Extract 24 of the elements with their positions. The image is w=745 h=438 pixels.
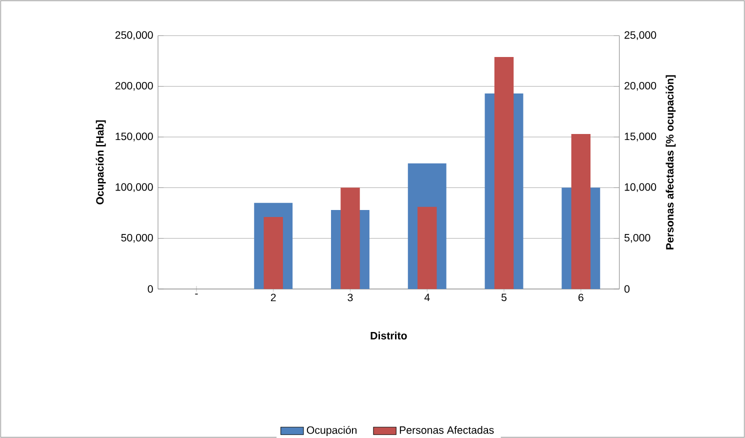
y-tick-label: 50,000 xyxy=(121,234,153,243)
legend-label: Ocupación xyxy=(306,426,357,436)
y2-tick-label: 20,000 xyxy=(624,82,656,91)
x-tick-label: 5 xyxy=(501,294,507,302)
x-tick-label: 3 xyxy=(348,294,353,302)
y2-tick-label: 10,000 xyxy=(624,183,656,192)
y2-tick-label: 25,000 xyxy=(624,31,656,40)
x-tick-label: 6 xyxy=(578,294,584,302)
x-tick-label: 2 xyxy=(270,294,276,302)
legend-label: Personas Afectadas xyxy=(400,426,494,434)
y2-tick-label: 5,000 xyxy=(624,234,650,243)
y-tick-label: 0 xyxy=(148,285,153,293)
y-tick-label: 150,000 xyxy=(116,132,153,142)
bar xyxy=(418,206,437,289)
y-axis-title: Ocupación [Hab] xyxy=(96,120,106,204)
y-tick-label: 250,000 xyxy=(115,31,153,40)
x-axis-title: Distrito xyxy=(370,332,407,340)
y2-axis-title: Personas afectadas [% ocupación] xyxy=(666,75,676,250)
x-tick-label: 4 xyxy=(424,294,430,302)
y2-tick-label: 15,000 xyxy=(624,132,656,142)
y2-tick-label: 0 xyxy=(624,285,630,293)
y-tick-label: 200,000 xyxy=(115,82,153,91)
y-tick-label: 100,000 xyxy=(116,183,153,192)
x-tick-label: - xyxy=(195,294,198,295)
